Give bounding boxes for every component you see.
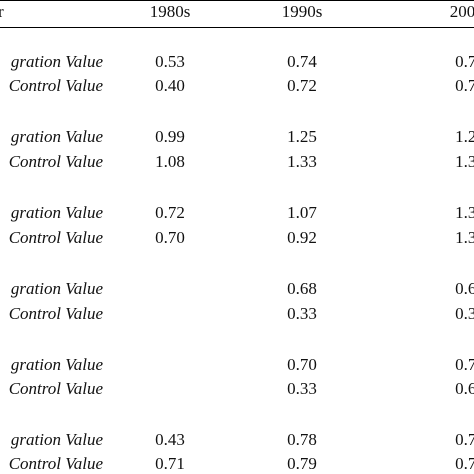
cell-value: 0.70 [155,228,185,247]
row-label: Control Value [8,76,103,95]
top-rule [0,0,474,1]
header-stub: r [0,2,4,21]
header-col-2000s: 2000s [449,2,474,21]
cell-value: 0.53 [155,52,185,71]
row-label: gration Value [10,52,103,71]
row-label: gration Value [10,203,103,222]
cell-value: 0.43 [155,430,185,449]
cell-value: 0.77 [455,52,474,71]
cell-value: 0.72 [287,76,317,95]
cell-value: 0.92 [287,228,317,247]
cell-value: 0.33 [287,379,317,398]
cell-value: 0.30 [455,304,474,323]
cell-value: 1.36 [455,152,474,171]
cell-value: 1.07 [287,203,317,222]
cell-value: 1.25 [287,127,317,146]
row-label: Control Value [8,304,103,323]
cell-value: 0.72 [455,454,474,473]
cell-value: 0.40 [155,76,185,95]
cell-value: 0.72 [455,355,474,374]
header-col-1980s: 1980s [149,2,191,21]
row-label: Control Value [8,379,103,398]
cell-value: 0.68 [455,379,474,398]
cell-value: 0.33 [287,304,317,323]
header-col-1990s: 1990s [281,2,323,21]
cell-value: 1.08 [155,152,185,171]
row-label: gration Value [10,127,103,146]
cell-value: 1.33 [455,228,474,247]
cell-value: 1.28 [455,127,474,146]
header-rule [0,27,474,28]
cell-value: 1.33 [287,152,317,171]
cell-value: 0.70 [455,430,474,449]
row-label: Control Value [8,454,103,473]
cell-value: 0.78 [287,430,317,449]
row-label: Control Value [8,152,103,171]
cell-value: 0.70 [287,355,317,374]
row-label: gration Value [10,279,103,298]
cell-value: 0.77 [455,76,474,95]
cell-value: 1.33 [455,203,474,222]
row-label: gration Value [10,355,103,374]
cell-value: 0.68 [287,279,317,298]
cell-value: 0.79 [287,454,317,473]
cell-value: 0.74 [287,52,317,71]
cell-value: 0.99 [155,127,185,146]
cell-value: 0.71 [155,454,185,473]
cell-value: 0.72 [155,203,185,222]
row-label: gration Value [10,430,103,449]
row-label: Control Value [8,228,103,247]
cell-value: 0.65 [455,279,474,298]
